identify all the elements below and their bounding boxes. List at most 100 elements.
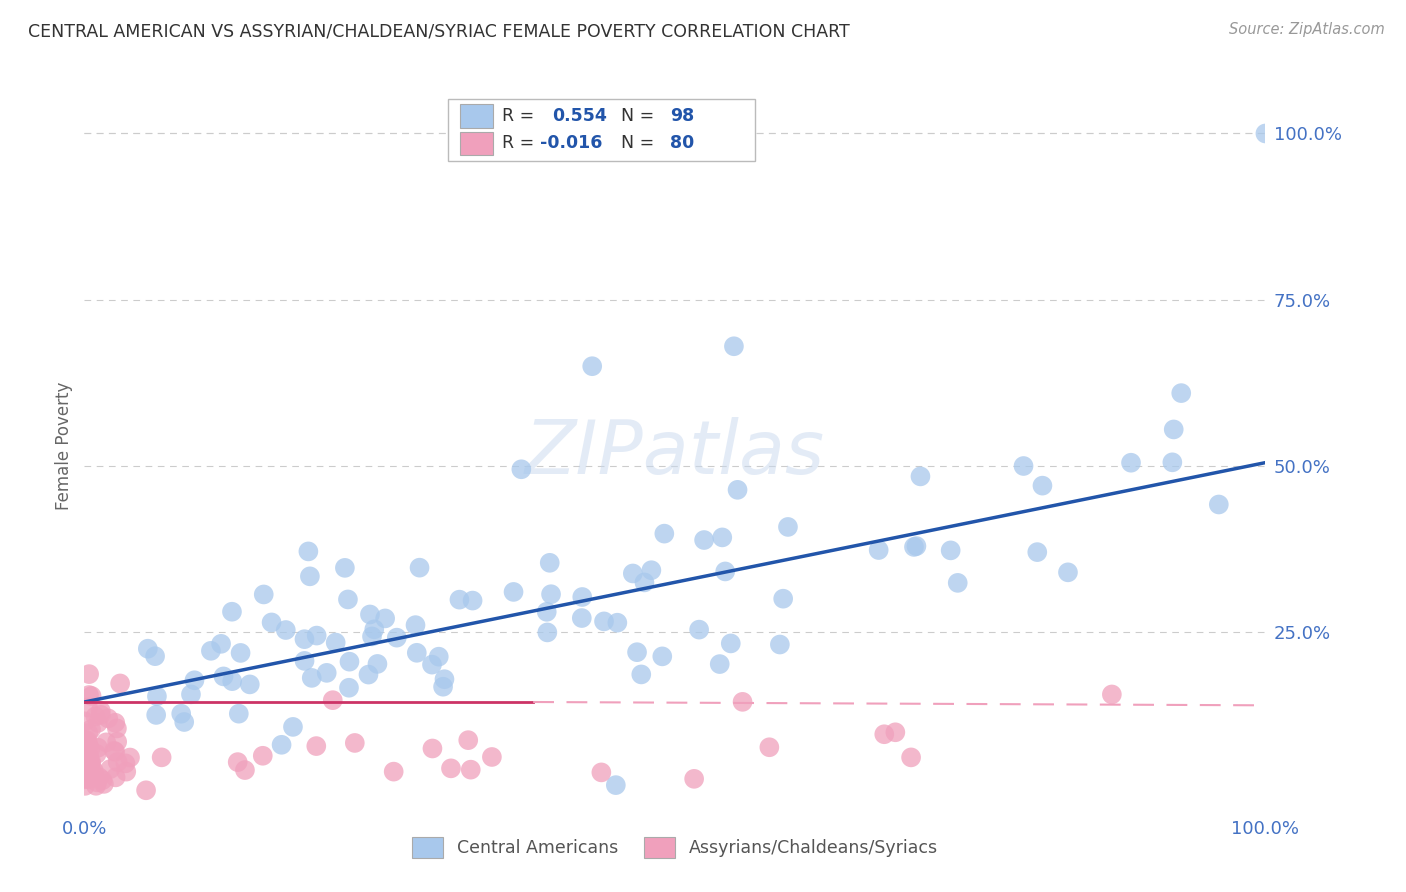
Point: [540, 587, 562, 601]
Point: [79, 759, 101, 773]
Point: [180, 687, 202, 701]
Point: [135, 783, 157, 797]
Point: [1101, 688, 1123, 702]
Point: [183, 673, 205, 688]
Point: [1208, 498, 1230, 512]
Point: [136, 641, 159, 656]
Point: [253, 587, 276, 601]
Point: [382, 764, 405, 779]
Point: [77, 700, 100, 714]
Point: [200, 644, 222, 658]
Point: [408, 560, 430, 574]
FancyBboxPatch shape: [449, 99, 755, 161]
Point: [758, 740, 780, 755]
Point: [440, 761, 463, 775]
Point: [93, 777, 115, 791]
Text: -0.016: -0.016: [540, 135, 603, 153]
Point: [239, 677, 262, 691]
Point: [104, 745, 127, 759]
Point: [946, 575, 969, 590]
Point: [481, 750, 503, 764]
Point: [460, 763, 482, 777]
Point: [146, 690, 169, 704]
Point: [77, 667, 100, 681]
Text: 0.554: 0.554: [553, 107, 607, 125]
Point: [571, 611, 593, 625]
Point: [1254, 127, 1277, 141]
Point: [80, 723, 103, 737]
Point: [502, 585, 524, 599]
Text: Source: ZipAtlas.com: Source: ZipAtlas.com: [1229, 22, 1385, 37]
Point: [910, 469, 932, 483]
Point: [322, 693, 344, 707]
Point: [73, 754, 96, 768]
Point: [226, 755, 249, 769]
Point: [75, 740, 97, 755]
Point: [538, 556, 561, 570]
Point: [77, 751, 100, 765]
Point: [73, 733, 96, 747]
Point: [1170, 386, 1192, 401]
Point: [98, 762, 121, 776]
Point: [769, 638, 792, 652]
Point: [77, 760, 100, 774]
Point: [80, 764, 103, 778]
Point: [77, 738, 100, 752]
Point: [212, 669, 235, 683]
Point: [87, 715, 110, 730]
Point: [606, 615, 628, 630]
Point: [79, 742, 101, 756]
Point: [366, 657, 388, 671]
Point: [593, 615, 616, 629]
Point: [103, 744, 125, 758]
Point: [776, 520, 799, 534]
Point: [723, 339, 745, 353]
Point: [80, 689, 103, 703]
Point: [900, 750, 922, 764]
Point: [96, 735, 118, 749]
Point: [281, 720, 304, 734]
Point: [1163, 422, 1185, 436]
Point: [76, 733, 98, 747]
Point: [461, 593, 484, 607]
Point: [91, 773, 114, 788]
Point: [228, 706, 250, 721]
Point: [385, 631, 408, 645]
Point: [118, 750, 141, 764]
Point: [104, 715, 127, 730]
Point: [727, 483, 749, 497]
Point: [433, 672, 456, 686]
Point: [363, 622, 385, 636]
Point: [75, 747, 97, 762]
Point: [432, 680, 454, 694]
Point: [75, 779, 97, 793]
Point: [105, 722, 128, 736]
Point: [422, 741, 444, 756]
Point: [457, 733, 479, 747]
Point: [939, 543, 962, 558]
Point: [339, 655, 361, 669]
Point: [86, 747, 108, 761]
Point: [97, 711, 120, 725]
Point: [873, 727, 896, 741]
Point: [77, 688, 100, 702]
Text: CENTRAL AMERICAN VS ASSYRIAN/CHALDEAN/SYRIAC FEMALE POVERTY CORRELATION CHART: CENTRAL AMERICAN VS ASSYRIAN/CHALDEAN/SY…: [28, 22, 849, 40]
Point: [221, 605, 243, 619]
Point: [374, 611, 396, 625]
Point: [305, 739, 328, 753]
Point: [640, 563, 662, 577]
Point: [89, 771, 111, 785]
Point: [84, 709, 107, 723]
Point: [77, 772, 100, 786]
Point: [333, 561, 356, 575]
Point: [693, 533, 716, 547]
Point: [405, 618, 427, 632]
Text: R =: R =: [502, 107, 534, 125]
Point: [301, 671, 323, 685]
Text: N =: N =: [620, 135, 654, 153]
Point: [173, 714, 195, 729]
Point: [571, 590, 593, 604]
Point: [711, 530, 734, 544]
Point: [359, 607, 381, 622]
Point: [361, 629, 384, 643]
